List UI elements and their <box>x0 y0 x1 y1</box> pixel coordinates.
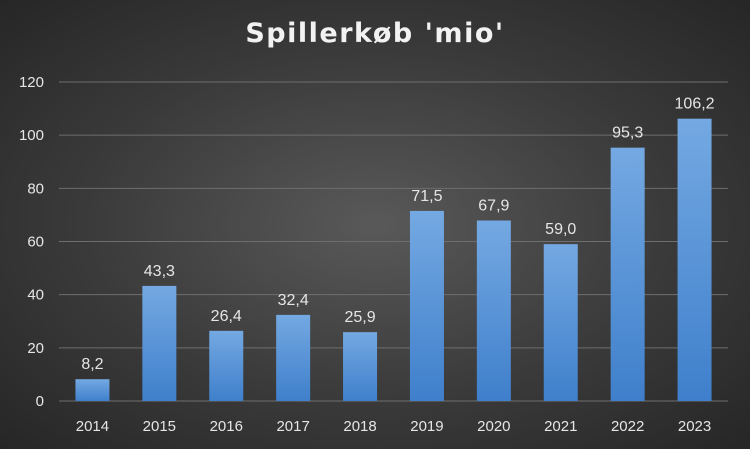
chart-title: Spillerkøb 'mio' <box>245 18 505 49</box>
y-tick-label: 40 <box>27 287 44 304</box>
x-tick-label-2023: 2023 <box>678 418 711 435</box>
bar-2022 <box>610 147 645 401</box>
bar-2023 <box>677 118 712 401</box>
data-label-2017: 32,4 <box>278 292 309 309</box>
x-tick-label-2018: 2018 <box>343 418 376 435</box>
data-label-2016: 26,4 <box>211 308 242 325</box>
x-tick-label-2021: 2021 <box>544 418 577 435</box>
x-tick-label-2017: 2017 <box>276 418 309 435</box>
bar-2014 <box>75 379 110 401</box>
data-label-2020: 67,9 <box>478 197 509 214</box>
y-tick-label: 80 <box>27 180 44 197</box>
data-label-2018: 25,9 <box>344 309 375 326</box>
data-label-2015: 43,3 <box>144 263 175 280</box>
x-tick-label-2014: 2014 <box>76 418 109 435</box>
y-tick-label: 20 <box>27 340 44 357</box>
bar-2015 <box>142 285 177 401</box>
x-tick-label-2015: 2015 <box>143 418 176 435</box>
data-label-2022: 95,3 <box>612 125 643 142</box>
bar-2017 <box>276 314 311 401</box>
y-tick-label: 100 <box>19 127 44 144</box>
bar-2016 <box>209 330 244 401</box>
data-label-2023: 106,2 <box>675 96 715 113</box>
x-tick-label-2016: 2016 <box>210 418 243 435</box>
y-tick-label: 0 <box>36 393 44 410</box>
data-label-2021: 59,0 <box>545 221 576 238</box>
x-tick-label-2020: 2020 <box>477 418 510 435</box>
bar-2019 <box>409 210 444 401</box>
x-tick-label-2019: 2019 <box>410 418 443 435</box>
x-tick-label-2022: 2022 <box>611 418 644 435</box>
bar-2021 <box>543 244 578 401</box>
bar-2018 <box>343 332 378 401</box>
bars <box>75 118 712 401</box>
data-label-2014: 8,2 <box>81 356 103 373</box>
x-axis-tick-labels: 2014 2015 2016 2017 2018 2019 2020 2021 2022 2023 <box>76 418 711 435</box>
data-label-2019: 71,5 <box>411 188 442 205</box>
data-labels: 8,2 43,3 26,4 32,4 25,9 71,5 67,9 59,0 95,3 106,2 <box>81 96 714 374</box>
y-axis-tick-labels: 0 20 40 60 80 100 120 <box>19 74 44 410</box>
y-tick-label: 60 <box>27 234 44 251</box>
y-tick-label: 120 <box>19 74 44 91</box>
bar-2020 <box>476 220 511 401</box>
